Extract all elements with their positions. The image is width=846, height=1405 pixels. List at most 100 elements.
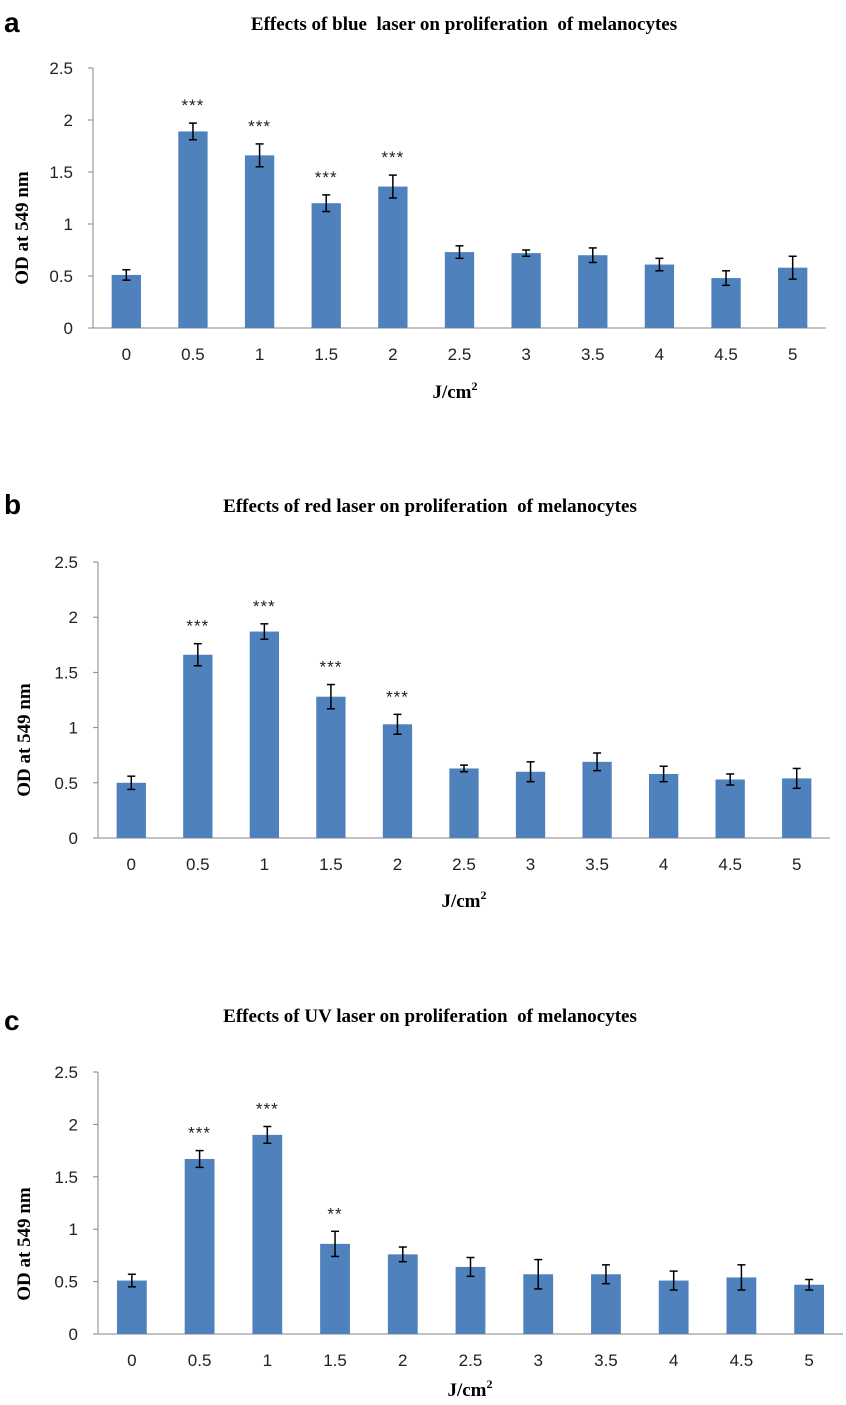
y-tick-label: 2.5 [54, 553, 78, 572]
x-tick-label: 5 [792, 855, 801, 874]
significance-label: *** [186, 617, 209, 636]
bar [578, 255, 608, 328]
y-tick-label: 0 [69, 1325, 78, 1344]
y-tick-label: 2.5 [54, 1063, 78, 1082]
bar [711, 278, 741, 328]
bar [252, 1134, 283, 1334]
bar [444, 252, 475, 328]
x-tick-label: 1 [263, 1351, 272, 1370]
bar [249, 631, 280, 838]
chart-title: Effects of UV laser on proliferation of … [223, 1006, 637, 1027]
x-tick-label: 2 [398, 1351, 407, 1370]
x-tick-label: 3.5 [585, 855, 609, 874]
y-tick-label: 2 [69, 608, 78, 627]
y-tick-label: 1 [69, 1220, 78, 1239]
y-tick-label: 0.5 [54, 1273, 78, 1292]
x-tick-label: 3.5 [594, 1351, 618, 1370]
x-tick-label: 1.5 [323, 1351, 347, 1370]
chart-panel-a: a Effects of blue laser on proliferation… [0, 0, 846, 470]
x-tick-label: 4.5 [718, 855, 742, 874]
bar [183, 654, 213, 838]
chart-panel-c: c Effects of UV laser on proliferation o… [0, 940, 846, 1405]
chart-svg-c: c Effects of UV laser on proliferation o… [4, 1005, 843, 1401]
x-tick-label: 0 [122, 345, 131, 364]
x-axis-label: J/cm2 [447, 1377, 492, 1401]
y-tick-label: 1.5 [54, 1168, 78, 1187]
chart-panel-b: b Effects of red laser on proliferation … [0, 470, 846, 940]
chart-svg-a: a Effects of blue laser on proliferation… [4, 7, 826, 403]
bar [116, 1280, 147, 1334]
y-tick-label: 2 [64, 111, 73, 130]
y-tick-label: 0 [64, 319, 73, 338]
x-tick-label: 1 [260, 855, 269, 874]
chart-marks: 0 0.5 1 1.5 2 2.5 0 *** 0.5 *** 1 ** 1.5 2 2.5 3 3.5 4 4.5… [54, 1063, 843, 1370]
bar [455, 1266, 486, 1334]
x-axis-label-text: J/cm [447, 1380, 486, 1401]
bar [511, 253, 541, 328]
significance-label: *** [381, 148, 404, 167]
x-tick-label: 3.5 [581, 345, 605, 364]
x-axis-label-text: J/cm [441, 891, 480, 912]
y-tick-label: 1.5 [54, 663, 78, 682]
bar [116, 782, 146, 838]
y-tick-label: 2 [69, 1115, 78, 1134]
x-tick-label: 0 [127, 1351, 136, 1370]
bar [316, 696, 346, 838]
bar [184, 1158, 215, 1334]
x-tick-label: 4 [659, 855, 668, 874]
y-tick-label: 0.5 [54, 774, 78, 793]
bar [244, 155, 275, 328]
x-tick-label: 1.5 [319, 855, 343, 874]
chart-svg-b: b Effects of red laser on proliferation … [4, 489, 830, 912]
x-tick-label: 3 [526, 855, 535, 874]
significance-label: ** [327, 1204, 342, 1223]
bar [111, 274, 141, 328]
y-tick-label: 1 [64, 215, 73, 234]
x-tick-label: 5 [804, 1351, 813, 1370]
x-tick-label: 4.5 [714, 345, 738, 364]
y-axis-label: OD at 549 nm [14, 683, 35, 797]
x-axis-label-superscript: 2 [487, 1377, 493, 1391]
y-axis-label: OD at 549 nm [12, 171, 33, 285]
x-axis-label: J/cm2 [432, 379, 477, 403]
chart-title: Effects of blue laser on proliferation o… [251, 14, 677, 35]
x-axis-label: J/cm2 [441, 888, 486, 912]
x-tick-label: 2 [388, 345, 397, 364]
bar [382, 724, 413, 838]
bar [715, 779, 745, 838]
x-tick-label: 0 [127, 855, 136, 874]
x-tick-label: 4 [655, 345, 664, 364]
x-tick-label: 1.5 [314, 345, 338, 364]
significance-label: *** [182, 96, 205, 115]
bar [311, 203, 341, 328]
chart-marks: 0 0.5 1 1.5 2 2.5 0 *** 0.5 *** 1 *** 1.5 *** 2 2.5 3 3.5… [49, 59, 826, 364]
x-tick-label: 2 [393, 855, 402, 874]
x-tick-label: 0.5 [181, 345, 205, 364]
bar [178, 131, 208, 328]
significance-label: *** [315, 168, 338, 187]
significance-label: *** [256, 1099, 279, 1118]
y-tick-label: 0 [69, 829, 78, 848]
y-tick-label: 1 [69, 719, 78, 738]
panel-label: a [4, 7, 20, 38]
x-axis-label-superscript: 2 [472, 379, 478, 393]
panel-label: c [4, 1005, 20, 1036]
bar [320, 1243, 350, 1334]
significance-label: *** [386, 687, 409, 706]
y-tick-label: 0.5 [49, 267, 73, 286]
x-tick-label: 4.5 [730, 1351, 754, 1370]
significance-label: *** [248, 117, 271, 136]
bar [794, 1284, 825, 1334]
bar [582, 761, 612, 838]
chart-title: Effects of red laser on proliferation of… [223, 496, 637, 517]
significance-label: *** [188, 1124, 211, 1143]
x-tick-label: 3 [521, 345, 530, 364]
x-tick-label: 0.5 [186, 855, 210, 874]
bar [644, 264, 675, 328]
significance-label: *** [253, 597, 276, 616]
y-axis-label: OD at 549 nm [14, 1187, 35, 1301]
bar [648, 773, 679, 838]
x-axis-label-superscript: 2 [481, 888, 487, 902]
bar [515, 771, 546, 838]
significance-label: *** [319, 658, 342, 677]
